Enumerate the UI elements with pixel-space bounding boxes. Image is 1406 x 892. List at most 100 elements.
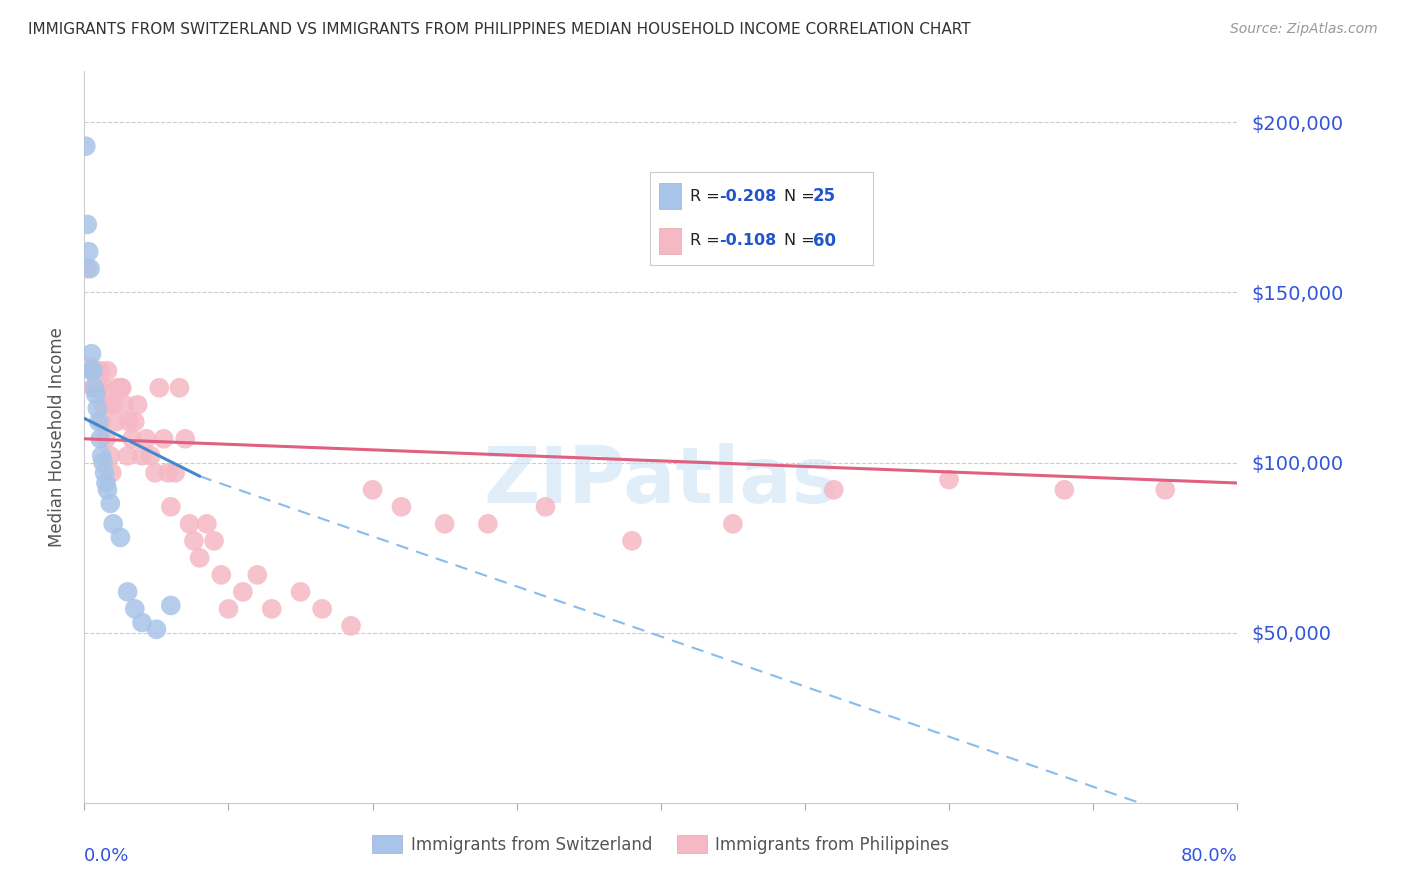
Point bbox=[246, 567, 269, 582]
Point bbox=[98, 449, 121, 463]
Point bbox=[290, 585, 312, 599]
Point bbox=[621, 533, 644, 548]
Point bbox=[721, 516, 744, 531]
Point bbox=[124, 415, 146, 429]
Y-axis label: Median Household Income: Median Household Income bbox=[48, 327, 66, 547]
Text: 80.0%: 80.0% bbox=[1181, 847, 1237, 864]
Point bbox=[86, 401, 108, 416]
Bar bbox=[658, 184, 681, 210]
Point bbox=[361, 483, 384, 497]
Point bbox=[107, 381, 129, 395]
Point bbox=[90, 415, 112, 429]
Point bbox=[433, 516, 456, 531]
Point bbox=[477, 516, 499, 531]
Text: ZIPatlas: ZIPatlas bbox=[484, 443, 838, 519]
Point bbox=[188, 550, 211, 565]
Legend: Immigrants from Switzerland, Immigrants from Philippines: Immigrants from Switzerland, Immigrants … bbox=[366, 829, 956, 860]
Point bbox=[110, 531, 132, 545]
Point bbox=[391, 500, 413, 514]
Point bbox=[143, 466, 166, 480]
Point bbox=[1154, 483, 1177, 497]
Point bbox=[111, 381, 134, 395]
Point bbox=[75, 139, 97, 153]
Point bbox=[105, 415, 128, 429]
Point bbox=[93, 381, 115, 395]
Text: N =: N = bbox=[783, 234, 820, 248]
Point bbox=[76, 261, 98, 276]
Point bbox=[160, 500, 183, 514]
Point bbox=[152, 432, 174, 446]
Point bbox=[823, 483, 845, 497]
Point bbox=[260, 602, 283, 616]
Point bbox=[1053, 483, 1076, 497]
Point bbox=[87, 381, 110, 395]
Point bbox=[79, 360, 101, 375]
Point bbox=[110, 381, 132, 395]
Point bbox=[195, 516, 218, 531]
Point bbox=[340, 619, 363, 633]
Point bbox=[117, 585, 139, 599]
Point bbox=[94, 475, 117, 490]
Text: N =: N = bbox=[783, 189, 820, 204]
Text: R =: R = bbox=[690, 189, 725, 204]
Point bbox=[76, 218, 98, 232]
Point bbox=[82, 381, 104, 395]
Point bbox=[169, 381, 191, 395]
Point bbox=[121, 432, 143, 446]
Point bbox=[80, 364, 103, 378]
Bar bbox=[658, 228, 681, 254]
Point bbox=[148, 381, 170, 395]
Point bbox=[938, 473, 960, 487]
Text: 0.0%: 0.0% bbox=[84, 847, 129, 864]
Point bbox=[145, 622, 167, 636]
Point bbox=[96, 364, 118, 378]
Point bbox=[80, 347, 103, 361]
Point bbox=[91, 456, 114, 470]
Point bbox=[82, 364, 104, 378]
Point bbox=[90, 449, 112, 463]
Point bbox=[79, 261, 101, 276]
Point bbox=[209, 567, 232, 582]
Point bbox=[96, 483, 118, 497]
Point bbox=[131, 449, 153, 463]
Point bbox=[89, 432, 111, 446]
Point bbox=[84, 387, 107, 401]
Point bbox=[135, 432, 157, 446]
Point bbox=[165, 466, 187, 480]
Point bbox=[114, 398, 136, 412]
Point bbox=[218, 602, 240, 616]
Point bbox=[202, 533, 225, 548]
Text: Source: ZipAtlas.com: Source: ZipAtlas.com bbox=[1230, 22, 1378, 37]
Point bbox=[97, 398, 120, 412]
Point bbox=[118, 415, 141, 429]
Text: 60: 60 bbox=[813, 232, 835, 250]
Point bbox=[83, 381, 105, 395]
Point bbox=[131, 615, 153, 630]
Point bbox=[160, 599, 183, 613]
Point bbox=[103, 398, 124, 412]
Text: 25: 25 bbox=[813, 187, 837, 205]
Point bbox=[93, 466, 115, 480]
Text: R =: R = bbox=[690, 234, 725, 248]
Point bbox=[77, 244, 100, 259]
Point bbox=[103, 516, 124, 531]
Point bbox=[127, 398, 149, 412]
Point bbox=[156, 466, 179, 480]
Point bbox=[117, 449, 139, 463]
Point bbox=[139, 449, 162, 463]
Point bbox=[534, 500, 557, 514]
Point bbox=[89, 364, 111, 378]
Point bbox=[84, 364, 107, 378]
Point bbox=[311, 602, 333, 616]
Point bbox=[179, 516, 201, 531]
Point bbox=[232, 585, 254, 599]
Point bbox=[98, 496, 121, 510]
Point bbox=[124, 602, 146, 616]
Text: -0.108: -0.108 bbox=[718, 234, 776, 248]
Point bbox=[100, 466, 122, 480]
Text: IMMIGRANTS FROM SWITZERLAND VS IMMIGRANTS FROM PHILIPPINES MEDIAN HOUSEHOLD INCO: IMMIGRANTS FROM SWITZERLAND VS IMMIGRANT… bbox=[28, 22, 970, 37]
Point bbox=[174, 432, 197, 446]
Point bbox=[91, 398, 114, 412]
Text: -0.208: -0.208 bbox=[718, 189, 776, 204]
Point bbox=[183, 533, 205, 548]
